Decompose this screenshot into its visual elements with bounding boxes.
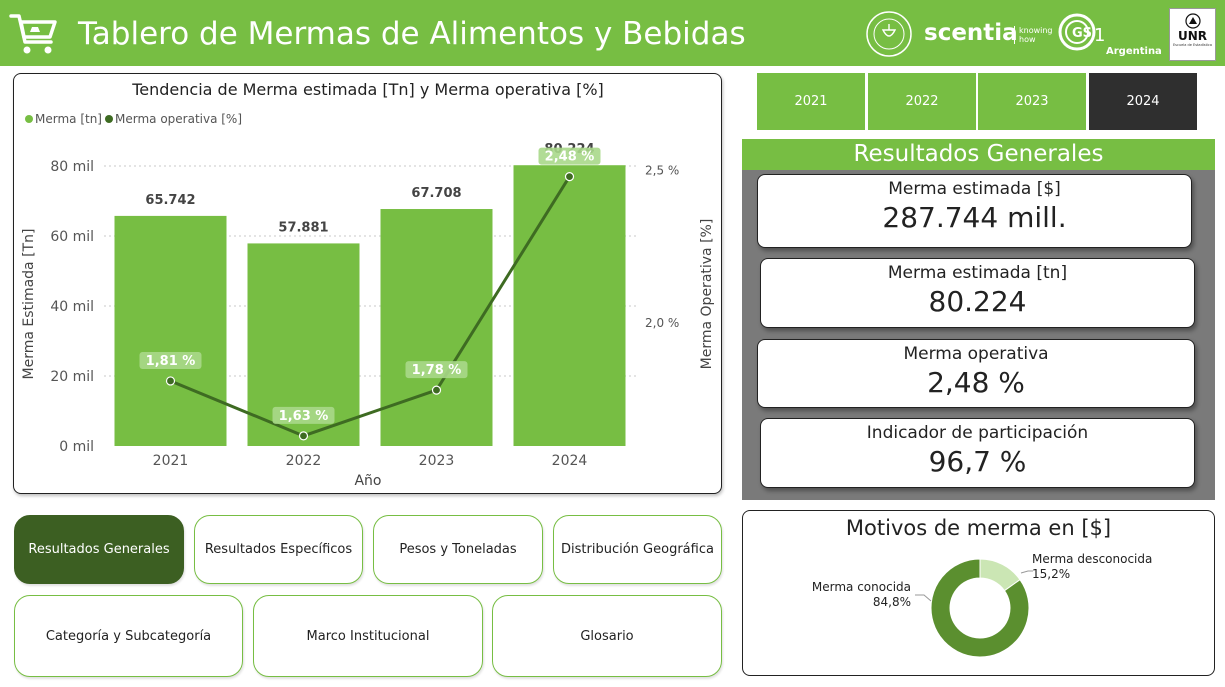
donut-leader-line <box>1020 570 1033 574</box>
line-label-bg <box>538 147 601 165</box>
y-tick-label: 0 mil <box>59 439 94 455</box>
shopping-cart-icon <box>9 14 57 54</box>
trend-chart: Tendencia de Merma estimada [Tn] y Merma… <box>21 80 715 489</box>
line-label-bg <box>405 361 468 379</box>
results-panel: Resultados Generales Merma estimada [$] … <box>742 139 1215 500</box>
x-tick-label: 2022 <box>286 453 322 469</box>
y-tick-label: 80 mil <box>50 159 94 175</box>
kpi-merma-pesos: Merma estimada [$] 287.744 mill. <box>757 174 1192 248</box>
line-point <box>564 171 575 182</box>
year-button-2022[interactable]: 2022 <box>867 72 977 131</box>
y2-axis-title: Merma Operativa [%] <box>699 219 715 370</box>
nav-resultados-especificos[interactable]: Resultados Específicos <box>194 515 363 584</box>
y2-tick-label: 2,5 % <box>645 164 679 178</box>
seal-logo <box>866 11 912 57</box>
donut-value-known: 84,8% <box>873 595 911 609</box>
bar-value-label: 65.742 <box>145 193 195 208</box>
y-tick-label: 20 mil <box>50 369 94 385</box>
kpi-value: 2,48 % <box>927 366 1025 399</box>
x-tick-label: 2021 <box>153 453 189 469</box>
legend-marker <box>25 115 33 123</box>
legend-label: Merma [tn] <box>35 112 102 126</box>
kpi-value: 287.744 mill. <box>882 201 1067 234</box>
bar-value-label: 67.708 <box>411 186 461 201</box>
kpi-label: Merma operativa <box>903 344 1049 364</box>
donut-value-unknown: 15,2% <box>1032 567 1070 581</box>
donut-label-known: Merma conocida <box>812 580 911 594</box>
y2-tick-label: 2,0 % <box>645 316 679 330</box>
gs1-logo: GS 1 <box>1058 13 1105 51</box>
year-button-2023[interactable]: 2023 <box>977 72 1087 131</box>
donut-title: Motivos de merma en [$] <box>845 516 1112 540</box>
kpi-label: Merma estimada [tn] <box>887 263 1068 283</box>
year-button-2021[interactable]: 2021 <box>756 72 866 131</box>
year-button-2024[interactable]: 2024 <box>1088 72 1198 131</box>
nav-marco-institucional[interactable]: Marco Institucional <box>253 595 483 677</box>
line-label-bg <box>272 406 335 424</box>
scentia-logo: scentia <box>924 20 1018 46</box>
motivos-card: Motivos de merma en [$] Merma desconocid… <box>742 510 1215 676</box>
y-tick-label: 40 mil <box>50 299 94 315</box>
line-point <box>431 385 442 395</box>
scentia-tagline: knowing how <box>1014 26 1054 44</box>
gs1-country: Argentina <box>1106 46 1162 57</box>
nav-distribucion-geografica[interactable]: Distribución Geográfica <box>553 515 722 584</box>
nav-categoria-subcategoria[interactable]: Categoría y Subcategoría <box>14 595 243 677</box>
nav-resultados-generales[interactable]: Resultados Generales <box>14 515 184 584</box>
bar <box>114 215 227 446</box>
bar <box>513 165 626 446</box>
line-value-label: 1,78 % <box>412 363 462 378</box>
kpi-indicador-participacion: Indicador de participación 96,7 % <box>760 418 1195 488</box>
page-title: Tablero de Mermas de Alimentos y Bebidas <box>78 16 746 52</box>
unr-logo: UNR Escuela de Estadística <box>1169 8 1216 61</box>
donut-label-unknown: Merma desconocida <box>1032 552 1152 566</box>
line-point <box>298 431 309 441</box>
donut-leader-line <box>915 594 932 602</box>
kpi-value: 80.224 <box>928 285 1027 318</box>
legend-label: Merma operativa [%] <box>115 112 242 126</box>
svg-text:GS: GS <box>1072 26 1092 41</box>
line-value-label: 1,81 % <box>146 354 196 369</box>
results-title: Resultados Generales <box>742 139 1215 170</box>
x-tick-label: 2023 <box>419 453 455 469</box>
line-value-label: 2,48 % <box>545 150 595 165</box>
kpi-value: 96,7 % <box>928 445 1027 478</box>
chart-title: Tendencia de Merma estimada [Tn] y Merma… <box>131 80 604 99</box>
unr-emblem-icon <box>1185 13 1201 29</box>
nav-glosario[interactable]: Glosario <box>492 595 722 677</box>
kpi-merma-operativa: Merma operativa 2,48 % <box>757 339 1195 408</box>
header-bar: Tablero de Mermas de Alimentos y Bebidas… <box>0 0 1225 66</box>
kpi-merma-tn: Merma estimada [tn] 80.224 <box>760 258 1195 328</box>
svg-text:1: 1 <box>1094 25 1105 46</box>
line-value-label: 1,63 % <box>279 409 329 424</box>
line-point <box>165 376 176 386</box>
series-line <box>169 175 571 438</box>
trend-chart-card: Tendencia de Merma estimada [Tn] y Merma… <box>13 73 722 494</box>
kpi-label: Merma estimada [$] <box>888 179 1061 199</box>
x-tick-label: 2024 <box>552 453 588 469</box>
kpi-label: Indicador de participación <box>866 423 1089 443</box>
legend-marker <box>105 115 113 123</box>
y-axis-title: Merma Estimada [Tn] <box>21 229 37 380</box>
line-label-bg <box>139 351 202 369</box>
y-tick-label: 60 mil <box>50 229 94 245</box>
donut-slice <box>930 558 1030 658</box>
nav-pesos-toneladas[interactable]: Pesos y Toneladas <box>373 515 543 584</box>
bar-value-label: 57.881 <box>278 220 328 235</box>
x-axis-title: Año <box>354 473 381 489</box>
